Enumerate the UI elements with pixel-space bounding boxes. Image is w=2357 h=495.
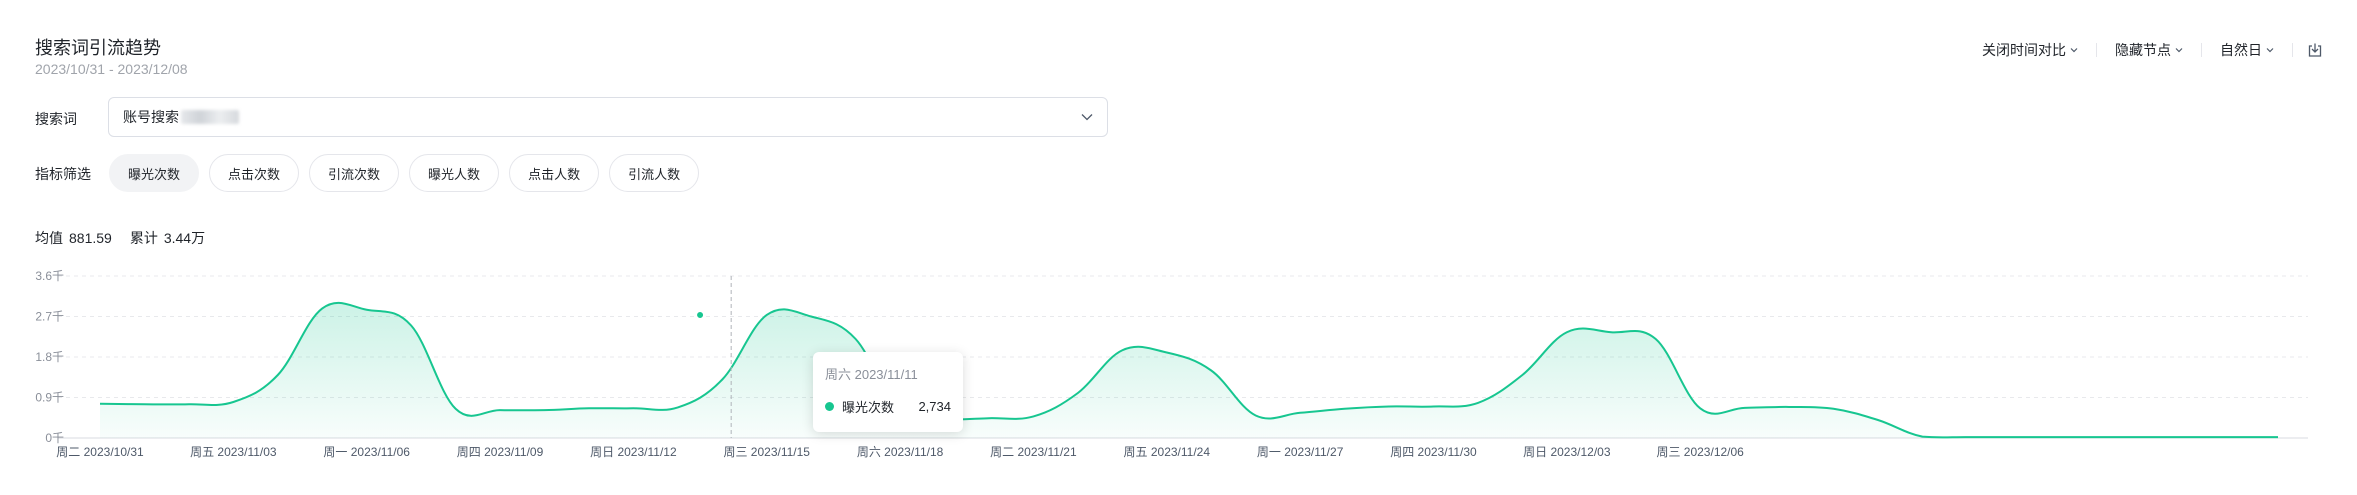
search-term-label: 搜索词	[35, 111, 77, 127]
x-tick-label: 周三 2023/12/06	[1656, 445, 1744, 459]
metric-chip[interactable]: 曝光人数	[409, 154, 500, 192]
y-tick-label: 3.6千	[35, 269, 64, 283]
chevron-down-icon	[2266, 48, 2274, 53]
x-tick-label: 周四 2023/11/30	[1390, 445, 1477, 459]
x-tick-label: 周一 2023/11/27	[1257, 445, 1344, 459]
total-label: 累计	[129, 230, 158, 246]
chart-tooltip: 周六 2023/11/11 曝光次数 2,734	[813, 352, 963, 432]
x-tick-label: 周日 2023/12/03	[1523, 445, 1611, 459]
metric-chip[interactable]: 引流次数	[309, 154, 400, 192]
tooltip-value: 2,734	[918, 399, 951, 414]
chevron-down-icon	[2175, 48, 2183, 53]
page-title: 搜索词引流趋势	[35, 38, 161, 58]
period-label: 自然日	[2220, 42, 2262, 58]
search-term-select[interactable]: 账号搜索	[108, 97, 1108, 137]
metric-chips: 曝光次数 点击次数 引流次数 曝光人数 点击人数 引流人数	[109, 154, 700, 192]
chevron-down-icon	[1081, 114, 1093, 121]
compare-dropdown[interactable]: 关闭时间对比	[1978, 40, 2082, 60]
hide-nodes-label: 隐藏节点	[2115, 42, 2171, 58]
series-line	[99, 301, 2278, 439]
tooltip-date: 周六 2023/11/11	[825, 367, 918, 382]
x-tick-label: 周五 2023/11/24	[1124, 445, 1211, 459]
y-tick-label: 2.7千	[35, 310, 64, 324]
y-tick-label: 1.8千	[35, 350, 64, 364]
redacted-text	[181, 110, 239, 124]
metric-chip[interactable]: 点击人数	[509, 154, 600, 192]
summary-stats: 均值 881.59 累计 3.44万	[35, 228, 205, 248]
hide-nodes-dropdown[interactable]: 隐藏节点	[2111, 40, 2187, 60]
series-area	[100, 302, 2278, 438]
avg-label: 均值	[35, 230, 63, 246]
divider	[2292, 43, 2293, 57]
metric-chip[interactable]: 曝光次数	[109, 154, 200, 192]
metric-filter-label: 指标筛选	[35, 166, 91, 182]
x-tick-label: 周四 2023/11/09	[457, 445, 544, 459]
x-tick-label: 周一 2023/11/06	[323, 445, 410, 459]
x-tick-label: 周三 2023/11/15	[723, 445, 810, 459]
avg-value: 881.59	[69, 230, 112, 246]
y-tick-label: 0.9千	[35, 391, 64, 405]
x-tick-label: 周六 2023/11/18	[857, 445, 944, 459]
x-tick-label: 周五 2023/11/03	[190, 445, 277, 459]
date-range: 2023/10/31 - 2023/12/08	[35, 61, 188, 77]
period-dropdown[interactable]: 自然日	[2216, 40, 2278, 60]
x-tick-label: 周二 2023/10/31	[56, 445, 144, 459]
total-value: 3.44万	[163, 230, 206, 246]
x-tick-label: 周二 2023/11/21	[990, 445, 1077, 459]
export-icon[interactable]	[2307, 42, 2323, 58]
metric-chip[interactable]: 引流人数	[609, 154, 700, 192]
tooltip-series: 曝光次数	[842, 400, 895, 415]
compare-label: 关闭时间对比	[1982, 42, 2066, 58]
x-tick-label: 周日 2023/11/12	[590, 445, 677, 459]
metric-chip[interactable]: 点击次数	[209, 154, 300, 192]
divider	[2201, 43, 2202, 57]
chevron-down-icon	[2070, 48, 2078, 53]
divider	[2096, 43, 2097, 57]
y-tick-label: 0千	[45, 431, 64, 445]
hover-point	[696, 310, 705, 319]
search-term-value: 账号搜索	[123, 109, 179, 125]
toolbar: 关闭时间对比 隐藏节点 自然日	[1978, 40, 2323, 60]
series-dot	[825, 402, 834, 411]
